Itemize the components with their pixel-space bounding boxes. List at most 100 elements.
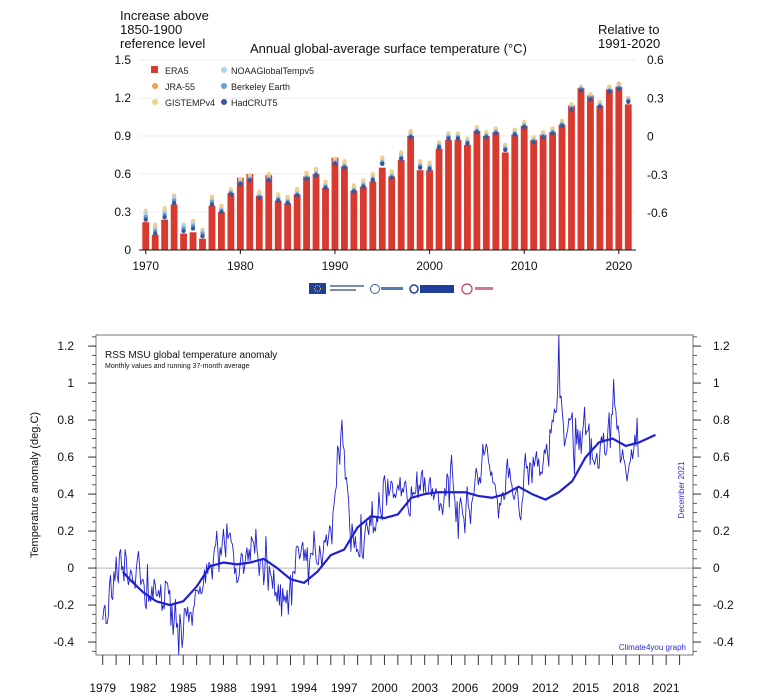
dot-hadcrut5-1989	[323, 185, 328, 191]
dot-hadcrut5-2015	[569, 107, 574, 112]
dot-hadcrut5-1998	[408, 135, 413, 140]
dot-gistempv4-1992	[351, 183, 357, 188]
chart1-right-y-tick-label: 0	[647, 130, 654, 144]
chart1-right-y-tick-label: 0.6	[647, 53, 664, 67]
chart1-right-y-ticks: -0.6 -0.3 0 0.3 0.6	[647, 53, 668, 220]
dot-hadcrut5-2021	[626, 99, 631, 105]
dot-hadcrut5-1979	[228, 192, 234, 197]
surface-temperature-bar-chart: 1970 1980 1990 2000 2010 2020 0 0.3 0.6 0.9 1.2 1.…	[114, 8, 668, 295]
chart1-x-tick-label: 2000	[416, 259, 443, 273]
bar-2003	[454, 139, 462, 250]
chart2-y-axis-label: Temperature anomaly (deg.C)	[29, 412, 41, 558]
bar-1975	[189, 232, 197, 250]
bar-2020	[615, 86, 623, 250]
chart1-left-y-ticks: 0 0.3 0.6 0.9 1.2 1.5	[114, 53, 131, 257]
bar-1971	[151, 234, 159, 250]
bar-1987	[303, 176, 310, 250]
dot-hadcrut5-1974	[181, 228, 186, 234]
dot-hadcrut5-2013	[550, 131, 555, 136]
chart1-y-tick-label: 1.2	[114, 91, 131, 105]
dot-hadcrut5-1999	[417, 165, 423, 170]
chart1-x-tick-label: 1990	[322, 259, 349, 273]
bar-1982	[255, 195, 263, 250]
dot-hadcrut5-1996	[389, 175, 394, 180]
dot-gistempv4-1996	[389, 169, 394, 174]
bar-1981	[246, 174, 254, 250]
bar-2006	[482, 136, 490, 250]
dot-hadcrut5-2006	[484, 135, 489, 140]
chart1-y-tick-label: 0.9	[114, 129, 131, 143]
dot-hadcrut5-1985	[285, 200, 290, 206]
chart2-credit: Climate4you graph	[619, 643, 686, 652]
legend-label-hadcrut: HadCRUT5	[231, 98, 278, 108]
dot-hadcrut5-2005	[474, 130, 480, 135]
bar-2004	[464, 144, 471, 250]
chart2-x-tick-label: 2021	[653, 681, 680, 695]
dot-gistempv4-1999	[417, 159, 423, 164]
left-axis-label-line2: 1850-1900	[120, 22, 182, 37]
legend-label-noaa: NOAAGlobalTempv5	[231, 66, 314, 76]
legend-swatch-jra55	[152, 83, 158, 89]
bar-1999	[416, 170, 424, 250]
chart1-legend: ERA5 JRA-55 GISTEMPv4 NOAAGlobalTempv5 B…	[151, 66, 314, 108]
chart2-side-label: December 2021	[677, 461, 686, 518]
bar-1979	[227, 193, 235, 250]
chart2-x-tick-label: 2003	[411, 681, 438, 695]
dot-hadcrut5-2001	[436, 145, 442, 150]
dot-hadcrut5-1976	[200, 233, 205, 239]
dot-hadcrut5-1986	[294, 193, 300, 198]
dot-hadcrut5-2012	[540, 135, 546, 140]
dot-gistempv4-1998	[408, 128, 413, 134]
chart2-left-y-ticks: -0.4 -0.2 0 0.2 0.4 0.6 0.8 1 1.2	[53, 336, 96, 652]
chart2-x-tick-label: 1988	[210, 681, 237, 695]
chart2-x-tick-label: 2009	[492, 681, 519, 695]
chart1-x-ticks: 1970 1980 1990 2000 2010 2020	[132, 250, 632, 273]
chart2-monthly-series	[102, 334, 639, 656]
chart2-title: RSS MSU global temperature anomaly	[105, 350, 277, 361]
chart2-running-mean-series	[122, 433, 656, 607]
chart2-x-tick-label: 2015	[572, 681, 599, 695]
left-axis-label-line1: Increase above	[120, 8, 209, 23]
dot-hadcrut5-1981	[247, 178, 253, 183]
bar-1997	[397, 160, 405, 250]
dot-gistempv4-1987	[304, 170, 309, 175]
bar-2008	[501, 152, 509, 250]
chart2-x-tick-label: 1979	[89, 681, 116, 695]
dot-gistempv4-1997	[398, 150, 404, 155]
bar-1978	[218, 212, 225, 250]
dot-hadcrut5-1995	[380, 161, 385, 167]
legend-swatch-noaa	[221, 67, 227, 73]
dot-gistempv4-1995	[380, 155, 385, 160]
chart1-x-tick-label: 1970	[132, 259, 159, 273]
chart1-x-tick-label: 1980	[227, 259, 254, 273]
bar-1988	[312, 174, 320, 250]
chart2-right-y-tick-label: 0.6	[713, 450, 730, 464]
dot-gistempv4-1984	[275, 192, 281, 197]
bar-2000	[426, 170, 433, 250]
dot-hadcrut5-1983	[266, 178, 271, 183]
bar-1984	[274, 200, 282, 250]
bar-1974	[180, 233, 187, 250]
chart2-y-tick-label: 0.2	[57, 524, 74, 538]
chart2-right-y-tick-label: -0.2	[713, 598, 734, 612]
chart2-right-y-ticks: -0.4 -0.2 0 0.2 0.4 0.6 0.8 1 1.2	[693, 336, 734, 652]
dot-hadcrut5-2007	[493, 131, 499, 136]
eu-programme-logo-line2	[330, 289, 356, 291]
rss-msu-line-chart: -0.4 -0.2 0 0.2 0.4 0.6 0.8 1 1.2 -0.4 -0.2 0 0.2 0.…	[29, 334, 734, 695]
bar-2001	[435, 148, 443, 250]
chart1-bars	[142, 86, 632, 250]
dot-hadcrut5-2014	[559, 123, 565, 129]
bar-1994	[369, 181, 377, 250]
dot-hadcrut5-2000	[427, 166, 432, 172]
dot-gistempv4-1972	[162, 206, 167, 211]
dot-gistempv4-1994	[370, 171, 376, 177]
dot-gistempv4-2000	[427, 160, 432, 165]
bar-2012	[539, 134, 547, 250]
chart1-y-tick-label: 0	[124, 243, 131, 257]
chart1-title: Annual global-average surface temperatur…	[250, 41, 527, 56]
dot-gistempv4-1971	[152, 222, 158, 227]
dot-hadcrut5-1994	[370, 178, 376, 183]
bar-1986	[293, 194, 301, 250]
dot-hadcrut5-1975	[190, 226, 196, 231]
dot-hadcrut5-1987	[304, 176, 309, 182]
